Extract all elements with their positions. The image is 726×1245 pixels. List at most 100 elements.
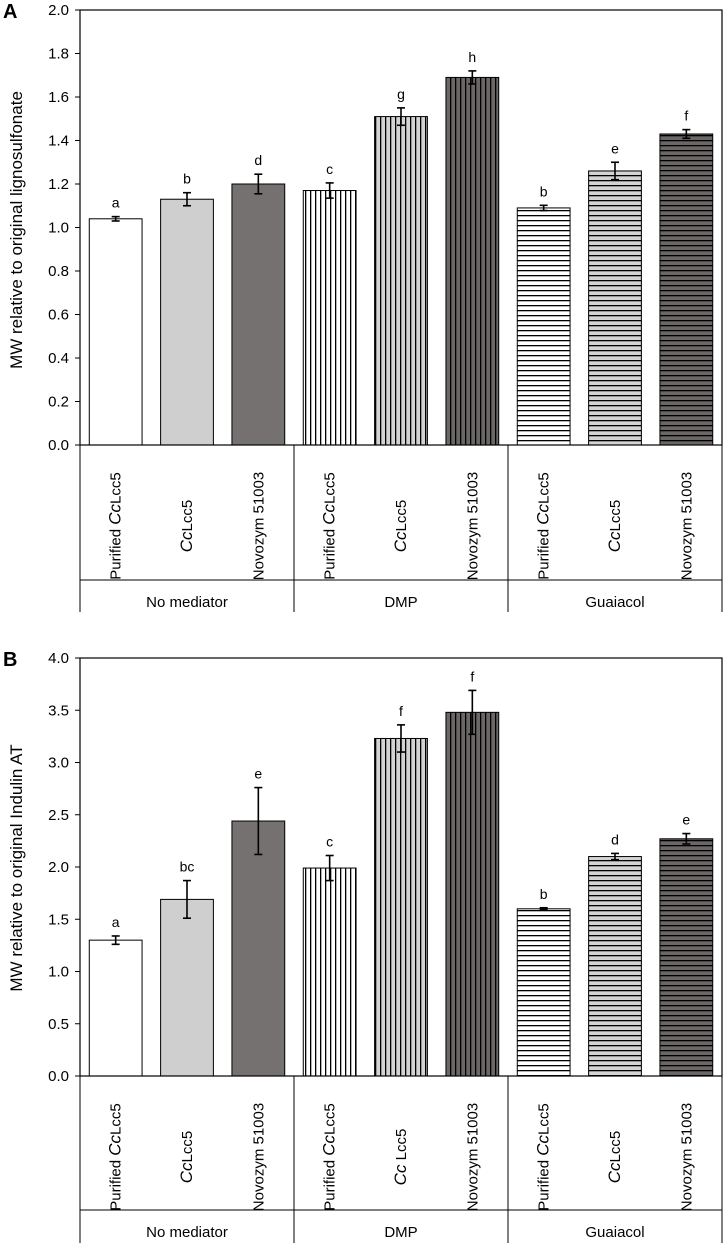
x-group-label: No mediator — [146, 594, 228, 611]
error-bar — [397, 724, 405, 753]
y-tick-label: 2.0 — [48, 859, 69, 876]
error-bar — [111, 935, 120, 946]
y-tick-label: 0.8 — [48, 263, 69, 280]
bar — [231, 820, 286, 1077]
bar — [302, 867, 357, 1077]
error-bar — [111, 215, 120, 222]
y-tick-label: 1.0 — [48, 964, 69, 981]
x-tick-label: Cc Lcc5 — [391, 1129, 410, 1186]
error-bar — [397, 107, 405, 127]
bar — [588, 170, 642, 446]
bar — [374, 737, 428, 1077]
panel-a-label: A — [3, 1, 17, 23]
y-tick-label: 0.2 — [48, 394, 69, 411]
bar — [588, 856, 642, 1077]
error-bar — [183, 879, 191, 920]
significance-label: bc — [180, 859, 195, 875]
x-tick-label: Purified CcLcc5 — [320, 472, 339, 580]
x-tick-label: Purified CcLcc5 — [320, 1103, 339, 1211]
y-tick-label: 0.5 — [48, 1016, 69, 1033]
significance-label: a — [112, 195, 120, 211]
significance-label: e — [254, 766, 262, 782]
y-tick-label: 1.6 — [48, 89, 69, 106]
significance-label: e — [611, 140, 619, 156]
bar — [160, 898, 214, 1077]
significance-label: e — [682, 812, 690, 828]
error-bar — [325, 854, 334, 882]
x-group-label: DMP — [384, 1224, 417, 1241]
panel-a-plot: 0.0 0.2 0.4 0.6 0.8 1.0 1.2 1.4 1.6 1.8 2.0 a b d c g h b… — [48, 2, 723, 612]
significance-label: a — [112, 914, 120, 930]
x-group-label: Guaiacol — [585, 594, 644, 611]
error-bar — [325, 182, 334, 199]
bar — [88, 218, 143, 446]
error-bar — [539, 906, 548, 911]
bar — [88, 939, 143, 1077]
y-tick-label: 3.5 — [48, 702, 69, 719]
significance-label: f — [399, 703, 403, 719]
bar — [659, 133, 714, 446]
x-tick-label: Purified CcLcc5 — [106, 472, 125, 580]
panel-b: B MW relative to original Indulin AT 0.0… — [3, 649, 723, 1243]
y-tick-label: 1.2 — [48, 176, 69, 193]
significance-label: c — [326, 834, 333, 850]
panel-a-y-axis-label: MW relative to original lignosulfonate — [7, 91, 26, 369]
y-tick-label: 3.0 — [48, 755, 69, 772]
bar — [160, 198, 214, 446]
x-tick-label: CcLcc5 — [391, 500, 410, 552]
error-bar — [682, 128, 691, 140]
x-tick-label: CcLcc5 — [177, 500, 196, 552]
bar — [445, 711, 500, 1077]
significance-label: d — [611, 831, 619, 847]
x-group-label: DMP — [384, 594, 417, 611]
error-bar — [468, 70, 477, 85]
x-tick-label: Novozym 51003 — [250, 1103, 267, 1211]
y-tick-label: 2.0 — [48, 2, 69, 19]
x-tick-label: Novozym 51003 — [678, 472, 695, 580]
significance-label: h — [468, 49, 476, 65]
x-tick-label: Purified CcLcc5 — [106, 1103, 125, 1211]
x-tick-label: Novozym 51003 — [464, 472, 481, 580]
y-tick-label: 2.5 — [48, 807, 69, 824]
x-tick-label: CcLcc5 — [177, 1131, 196, 1183]
bar — [374, 116, 428, 446]
error-bar — [611, 161, 619, 181]
y-tick-label: 0.6 — [48, 307, 69, 324]
plot-frame — [79, 9, 723, 446]
significance-label: b — [183, 171, 191, 187]
x-group-label: No mediator — [146, 1224, 228, 1241]
y-tick-label: 4.0 — [48, 650, 69, 667]
y-tick-label: 1.0 — [48, 220, 69, 237]
bar — [516, 908, 571, 1077]
y-tick-label: 0.0 — [48, 1068, 69, 1085]
error-bar — [183, 191, 191, 207]
y-tick-label: 1.8 — [48, 46, 69, 63]
significance-label: b — [540, 886, 548, 902]
bar — [659, 838, 714, 1077]
panel-a: A MW relative to original lignosulfonate… — [3, 1, 723, 612]
error-bar — [539, 204, 548, 212]
error-bar — [254, 173, 263, 195]
y-tick-label: 1.5 — [48, 911, 69, 928]
bar — [302, 190, 357, 446]
y-tick-label: 0.0 — [48, 437, 69, 454]
panel-b-y-axis-label: MW relative to original Indulin AT — [7, 744, 26, 991]
bar — [516, 207, 571, 446]
error-bar — [611, 852, 619, 861]
x-tick-label: Purified CcLcc5 — [534, 472, 553, 580]
x-tick-label: Novozym 51003 — [464, 1103, 481, 1211]
error-bar — [468, 689, 477, 736]
x-tick-label: CcLcc5 — [605, 1131, 624, 1183]
significance-label: d — [254, 152, 262, 168]
plot-frame — [79, 657, 723, 1077]
x-tick-label: Novozym 51003 — [678, 1103, 695, 1211]
panel-b-label: B — [3, 649, 17, 671]
error-bar — [254, 786, 263, 856]
bar — [231, 183, 286, 446]
x-tick-label: Purified CcLcc5 — [534, 1103, 553, 1211]
bar — [445, 76, 500, 446]
significance-label: f — [684, 108, 688, 124]
significance-label: b — [540, 183, 548, 199]
error-bar — [682, 832, 691, 845]
